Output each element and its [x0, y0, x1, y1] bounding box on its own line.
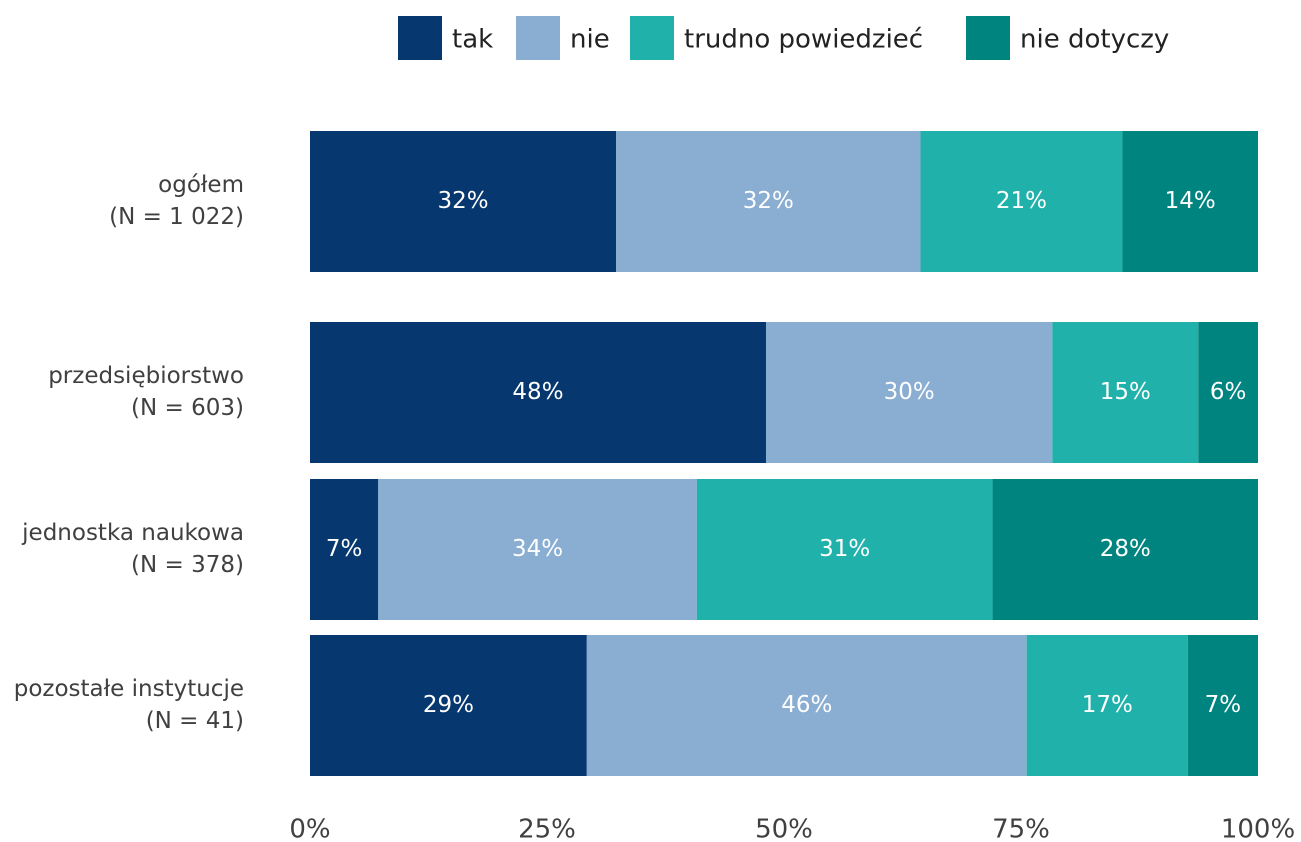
- value-label: 34%: [512, 536, 563, 562]
- value-label: 7%: [326, 536, 363, 562]
- legend-swatch: [398, 16, 442, 60]
- category-label: jednostka naukowa: [21, 520, 244, 546]
- x-tick-label: 75%: [992, 815, 1050, 842]
- value-label: 48%: [512, 379, 563, 405]
- legend-label: nie: [570, 25, 610, 55]
- category-sample: (N = 603): [131, 395, 244, 421]
- legend-swatch: [966, 16, 1010, 60]
- bar-segment: [310, 322, 766, 463]
- x-tick-label: 50%: [755, 815, 813, 842]
- bar-segment: [378, 479, 697, 620]
- value-label: 7%: [1205, 692, 1242, 718]
- bar-segment: [1026, 635, 1188, 776]
- bar-segment: [310, 131, 617, 272]
- category-label: przedsiębiorstwo: [48, 363, 244, 389]
- legend-swatch: [630, 16, 674, 60]
- x-tick-label: 100%: [1221, 815, 1295, 842]
- bar-segment: [920, 131, 1123, 272]
- value-label: 32%: [743, 188, 794, 214]
- value-label: 29%: [423, 692, 474, 718]
- bar-segment: [765, 322, 1053, 463]
- value-label: 14%: [1165, 188, 1216, 214]
- legend-label: nie dotyczy: [1020, 25, 1169, 55]
- bar-segment: [1187, 635, 1258, 776]
- value-label: 17%: [1082, 692, 1133, 718]
- category-label: pozostałe instytucje: [14, 676, 244, 702]
- bar-segment: [616, 131, 921, 272]
- value-label: 31%: [819, 536, 870, 562]
- bar-segment: [1198, 322, 1258, 463]
- bar-segment: [1122, 131, 1258, 272]
- x-tick-label: 0%: [289, 815, 330, 842]
- bar-segment: [310, 479, 379, 620]
- bar-segment: [1052, 322, 1199, 463]
- legend-swatch: [516, 16, 560, 60]
- bar-segment: [310, 635, 587, 776]
- bar-segment: [992, 479, 1258, 620]
- x-tick-label: 25%: [518, 815, 576, 842]
- category-sample: (N = 378): [131, 552, 244, 578]
- category-sample: (N = 41): [146, 708, 244, 734]
- legend-label: tak: [452, 25, 493, 55]
- value-label: 15%: [1100, 379, 1151, 405]
- category-sample: (N = 1 022): [109, 204, 244, 230]
- bar-segment: [586, 635, 1027, 776]
- value-label: 21%: [996, 188, 1047, 214]
- bar-segment: [696, 479, 993, 620]
- value-label: 28%: [1100, 536, 1151, 562]
- value-label: 32%: [438, 188, 489, 214]
- category-label: ogółem: [158, 172, 244, 198]
- legend-label: trudno powiedzieć: [684, 25, 923, 55]
- value-label: 30%: [884, 379, 935, 405]
- value-label: 6%: [1210, 379, 1247, 405]
- value-label: 46%: [781, 692, 832, 718]
